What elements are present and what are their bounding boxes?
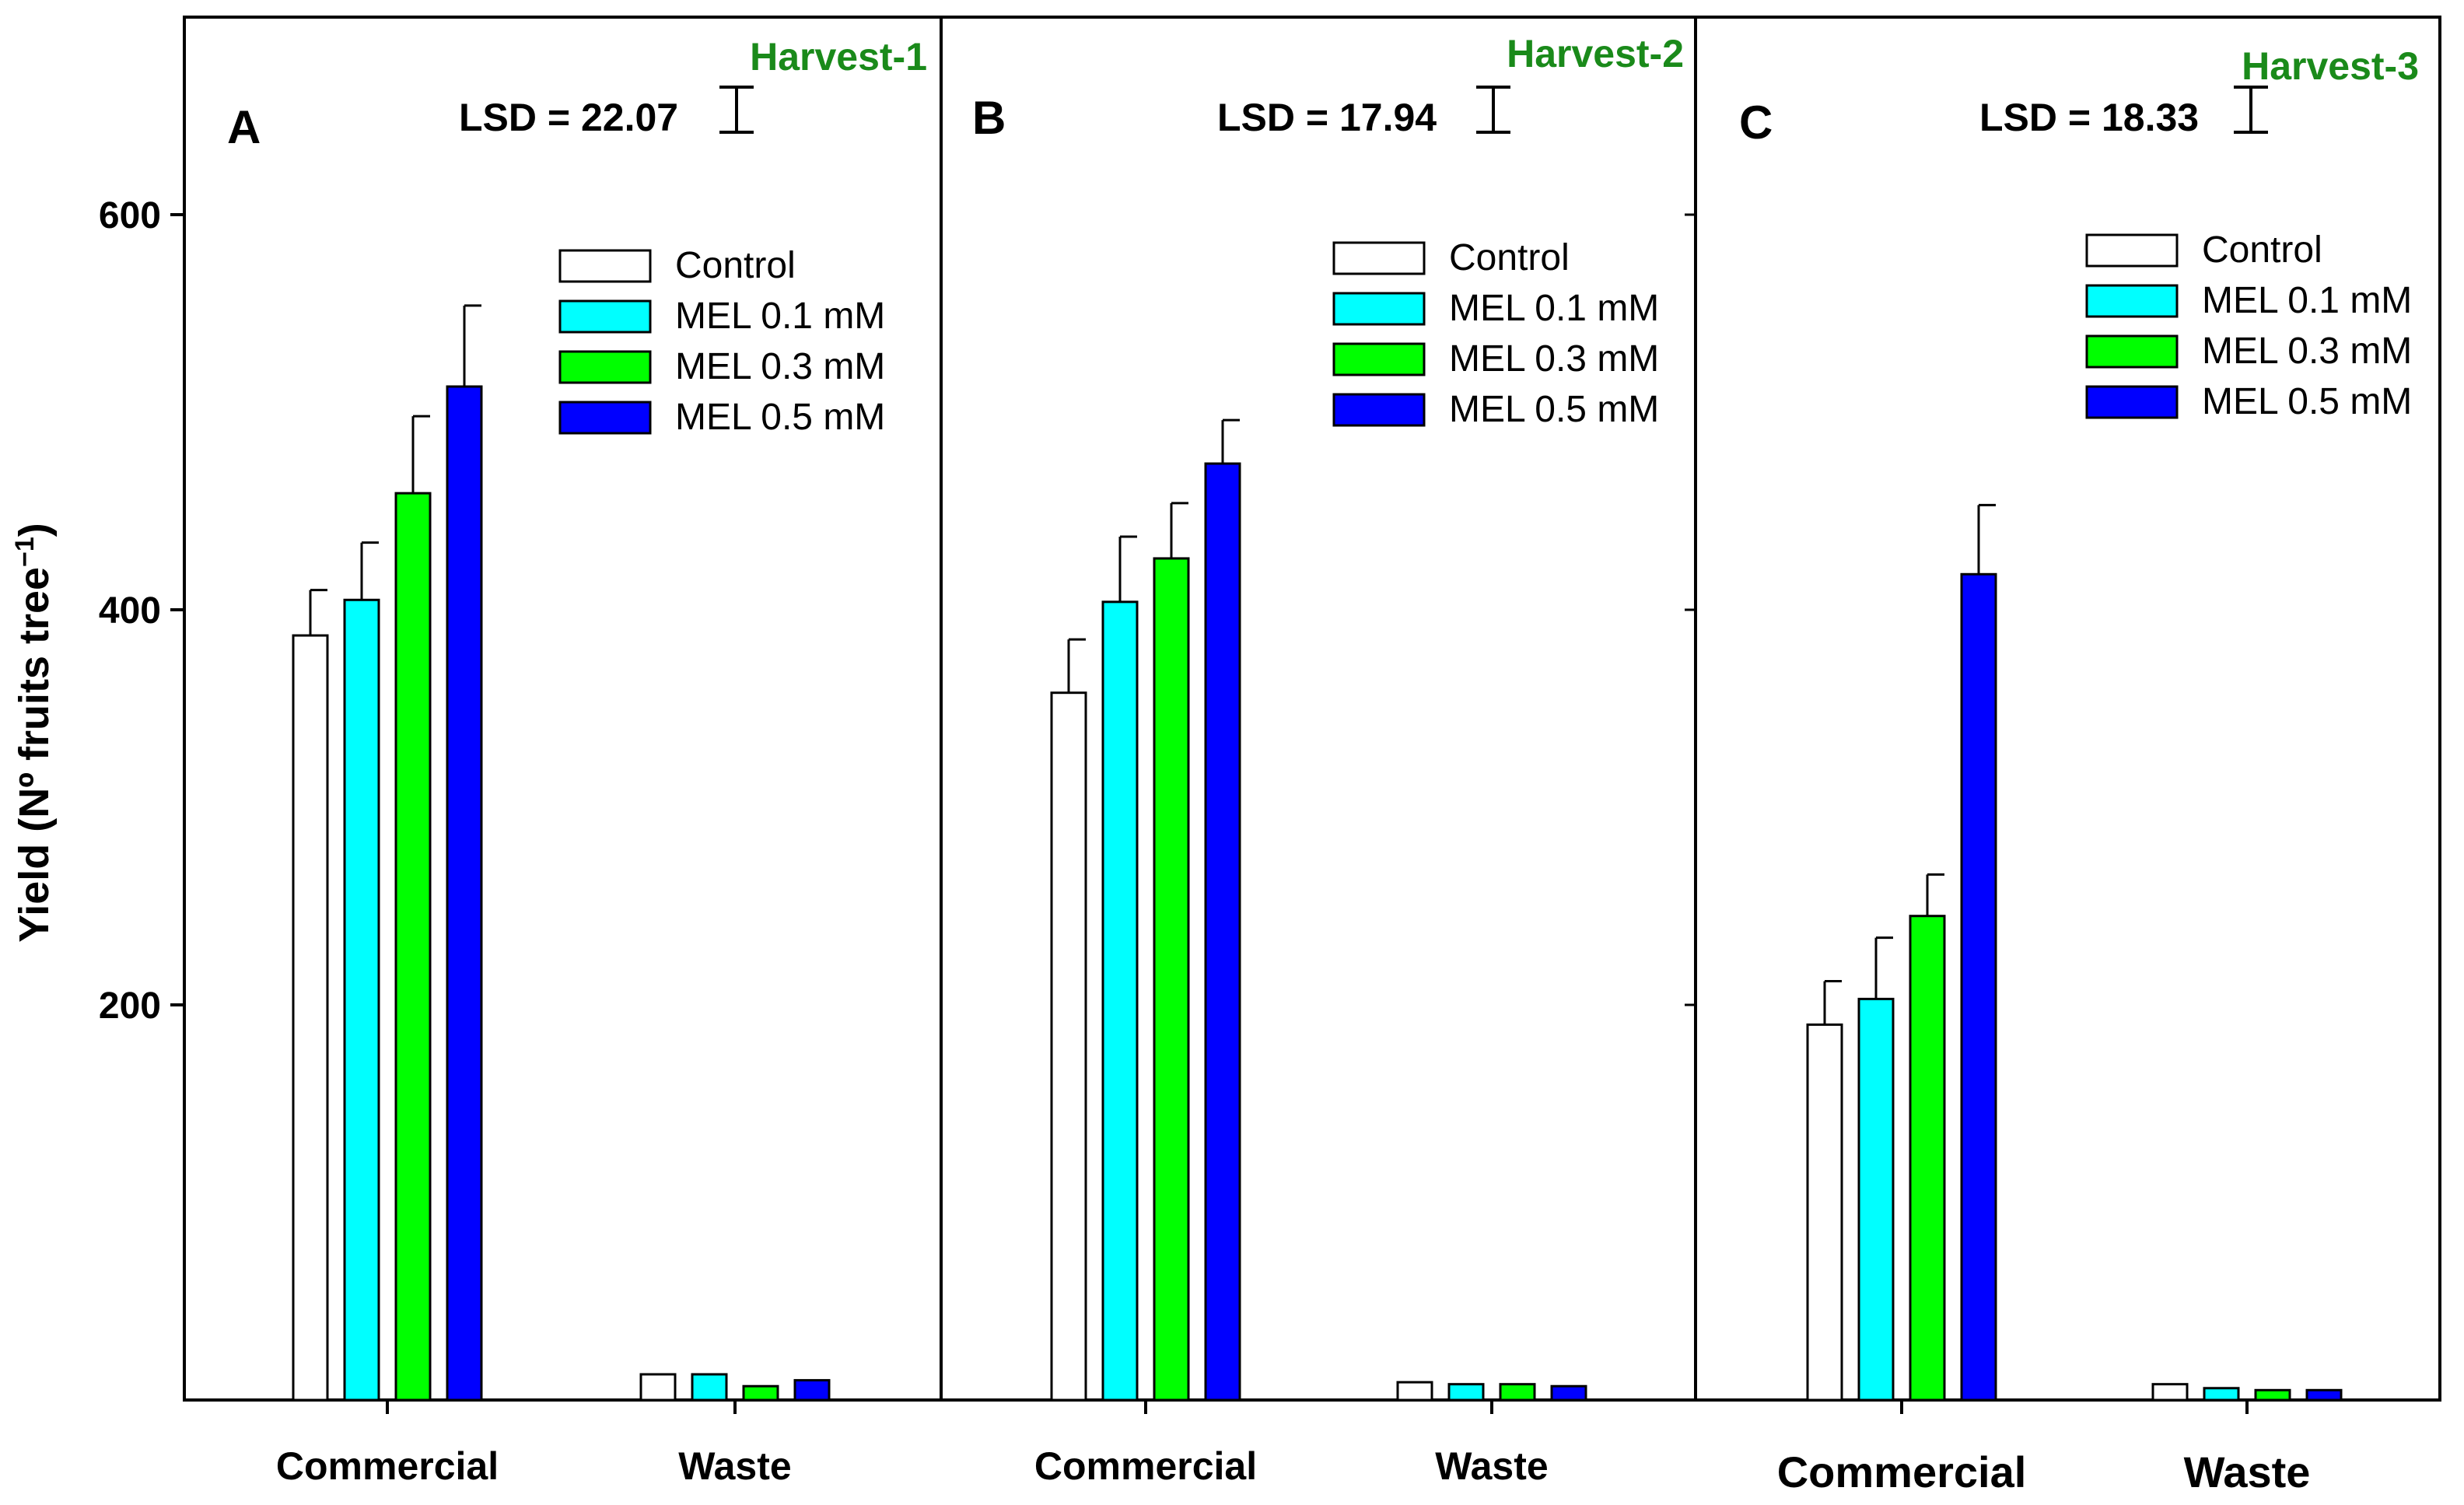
x-tick-label-commercial: Commercial: [1034, 1444, 1257, 1488]
x-tick-label-commercial: Commercial: [1777, 1447, 2027, 1496]
x-tick-label-commercial: Commercial: [276, 1444, 499, 1488]
panel-letter-c: C: [1739, 96, 1773, 149]
bar-mel-0-5-mm-waste: [793, 1379, 831, 1402]
legend-label: MEL 0.1 mM: [675, 296, 885, 337]
legend-swatch-control: [558, 249, 652, 283]
bar-mel-0-1-mm-commercial: [1101, 600, 1139, 1402]
lsd-label: LSD = 18.33: [1979, 96, 2199, 139]
bar-mel-0-3-mm-commercial: [394, 492, 432, 1402]
bar-mel-0-3-mm-waste: [2254, 1388, 2291, 1402]
lsd-label: LSD = 22.07: [459, 96, 678, 139]
legend-swatch-mel-0-1-mm: [2085, 284, 2179, 318]
legend-label: Control: [1449, 237, 1570, 278]
panel-letter-b: B: [972, 92, 1006, 144]
y-tick-label: 400: [99, 590, 161, 632]
bar-mel-0-5-mm-commercial: [1204, 462, 1241, 1402]
legend-label: Control: [675, 245, 796, 286]
harvest-title: Harvest-2: [1507, 32, 1684, 75]
bar-mel-0-1-mm-commercial: [1857, 997, 1895, 1402]
bar-control-commercial: [292, 634, 329, 1402]
legend-label: MEL 0.3 mM: [2202, 331, 2412, 372]
harvest-title: Harvest-3: [2242, 44, 2419, 88]
bar-mel-0-3-mm-commercial: [1153, 557, 1190, 1402]
legend-swatch-mel-0-1-mm: [558, 299, 652, 334]
bar-mel-0-1-mm-waste: [1447, 1383, 1485, 1402]
legend-label: MEL 0.5 mM: [2202, 381, 2412, 422]
legend-swatch-mel-0-3-mm: [2085, 334, 2179, 369]
bar-mel-0-3-mm-waste: [1499, 1383, 1536, 1402]
x-tick-label-waste: Waste: [1435, 1444, 1548, 1488]
x-tick-label-waste: Waste: [2184, 1447, 2311, 1496]
legend-swatch-mel-0-5-mm: [2085, 385, 2179, 419]
bar-control-waste: [1396, 1381, 1433, 1402]
legend-swatch-mel-0-1-mm: [1332, 292, 1426, 326]
bar-control-commercial: [1050, 691, 1087, 1402]
panel-letter-a: A: [227, 101, 261, 153]
bar-mel-0-1-mm-waste: [2203, 1387, 2240, 1402]
legend-label: MEL 0.3 mM: [1449, 338, 1659, 380]
y-tick-label: 600: [99, 195, 161, 236]
lsd-label: LSD = 17.94: [1217, 96, 1437, 139]
legend-swatch-mel-0-5-mm: [1332, 393, 1426, 427]
harvest-title: Harvest-1: [750, 35, 927, 79]
y-axis-label: Yield (Nº fruits tree−1): [10, 523, 58, 943]
legend-label: Control: [2202, 229, 2322, 271]
y-tick-label: 200: [99, 985, 161, 1027]
legend-swatch-mel-0-3-mm: [558, 350, 652, 384]
bar-mel-0-5-mm-waste: [2305, 1388, 2343, 1402]
bar-control-waste: [639, 1373, 677, 1402]
x-tick-label-waste: Waste: [678, 1444, 791, 1488]
bar-mel-0-3-mm-waste: [742, 1384, 779, 1402]
legend-swatch-mel-0-3-mm: [1332, 342, 1426, 376]
legend-swatch-control: [1332, 241, 1426, 275]
plot-frame: [183, 16, 2441, 1402]
bar-control-commercial: [1806, 1023, 1843, 1402]
bar-mel-0-3-mm-commercial: [1909, 915, 1946, 1402]
legend-swatch-mel-0-5-mm: [558, 401, 652, 435]
bar-mel-0-5-mm-waste: [1550, 1384, 1587, 1402]
legend-label: MEL 0.1 mM: [2202, 280, 2412, 321]
bar-mel-0-1-mm-waste: [691, 1373, 728, 1402]
legend-label: MEL 0.3 mM: [675, 346, 885, 387]
legend-label: MEL 0.5 mM: [1449, 389, 1659, 430]
bar-mel-0-1-mm-commercial: [343, 598, 380, 1402]
legend-label: MEL 0.5 mM: [675, 397, 885, 438]
legend-label: MEL 0.1 mM: [1449, 288, 1659, 329]
bar-mel-0-5-mm-commercial: [446, 385, 483, 1402]
bar-control-waste: [2151, 1383, 2189, 1402]
bar-mel-0-5-mm-commercial: [1960, 572, 1997, 1402]
legend-swatch-control: [2085, 233, 2179, 268]
